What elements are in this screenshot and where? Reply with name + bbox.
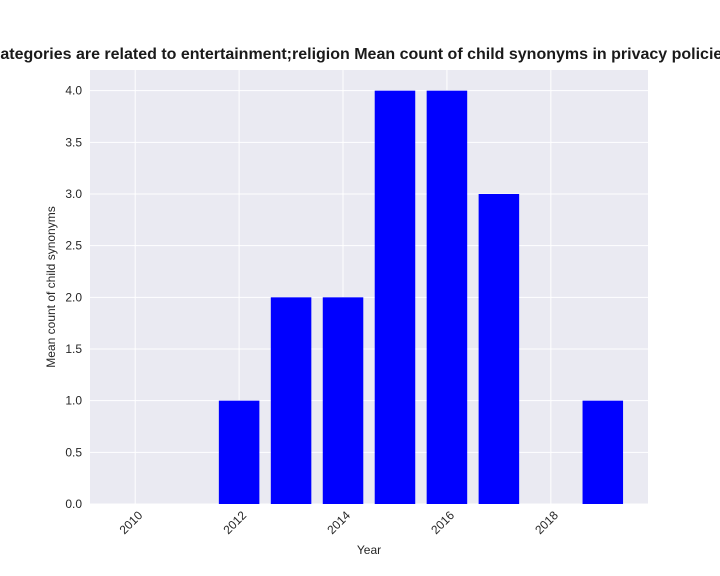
bar-2015 — [374, 90, 416, 505]
bar-2019 — [582, 400, 624, 504]
y-tick-label: 1.5 — [65, 342, 82, 356]
y-tick-label: 0.5 — [65, 445, 82, 459]
x-tick-label: 2010 — [117, 508, 146, 537]
y-tick-label: 3.0 — [65, 187, 82, 201]
bar-2012 — [218, 400, 260, 504]
y-tick-label: 4.0 — [65, 84, 82, 98]
x-axis-label: Year — [357, 543, 381, 557]
y-axis-label: Mean count of child synonyms — [44, 206, 58, 367]
x-tick-label: 2016 — [428, 508, 457, 537]
y-tick-label: 2.5 — [65, 239, 82, 253]
y-tick-label: 3.5 — [65, 135, 82, 149]
bars — [218, 90, 624, 505]
plot-background — [90, 70, 648, 504]
bar-2016 — [426, 90, 468, 505]
chart-title-container: Categories are related to entertainment;… — [0, 46, 720, 70]
bar-2017 — [478, 194, 520, 504]
x-tick-label: 2018 — [532, 508, 561, 537]
bar-2013 — [270, 297, 312, 504]
bar-2014 — [322, 297, 364, 504]
x-tick-label: 2014 — [324, 508, 353, 537]
x-tick-label: 2012 — [220, 508, 249, 537]
y-tick-label: 0.0 — [65, 497, 82, 511]
chart-title: Categories are related to entertainment;… — [0, 46, 720, 63]
x-tick-labels: 2010 2012 2014 2016 2018 — [117, 508, 562, 537]
y-tick-labels: 0.0 0.5 1.0 1.5 2.0 2.5 3.0 3.5 4.0 — [65, 84, 82, 511]
y-tick-label: 1.0 — [65, 394, 82, 408]
y-tick-label: 2.0 — [65, 290, 82, 304]
